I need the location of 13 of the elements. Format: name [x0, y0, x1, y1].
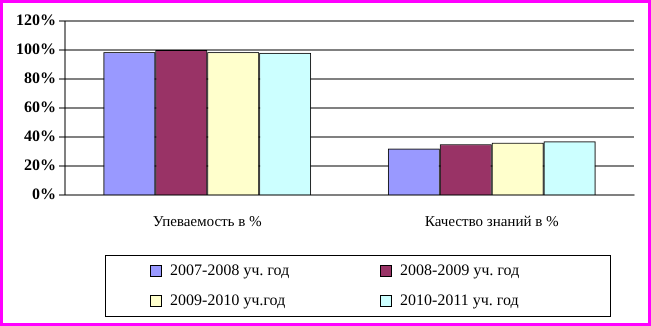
y-tick-label: 40%	[24, 128, 56, 146]
x-tick-label: Упеваемость в %	[152, 214, 262, 230]
legend-label: 2008-2009 уч. год	[400, 262, 520, 280]
legend-label: 2007-2008 уч. год	[170, 262, 290, 280]
legend-label: 2010-2011 уч. год	[400, 292, 519, 310]
y-tick-label: 80%	[24, 70, 56, 88]
x-tick-label: Качество знаний в %	[424, 214, 559, 230]
y-tick-label: 120%	[16, 12, 56, 30]
y-tick-label: 20%	[24, 157, 56, 174]
y-tick-label: 60%	[24, 99, 56, 116]
y-tick-label: 100%	[16, 41, 56, 58]
y-tick-label: 0%	[32, 186, 56, 204]
legend-label: 2009-2010 уч.год	[170, 292, 286, 310]
